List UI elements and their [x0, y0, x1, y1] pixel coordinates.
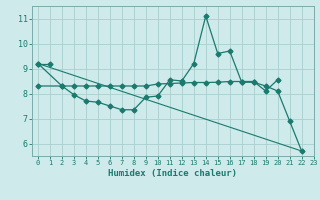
X-axis label: Humidex (Indice chaleur): Humidex (Indice chaleur) — [108, 169, 237, 178]
